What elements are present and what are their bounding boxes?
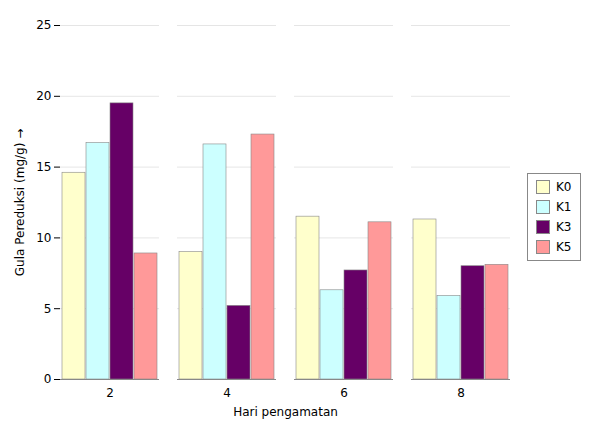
svg-text:25: 25	[36, 18, 51, 32]
svg-text:Gula Pereduksi (mg/g) →: Gula Pereduksi (mg/g) →	[13, 129, 27, 276]
svg-text:15: 15	[36, 160, 51, 174]
html-text:K5: K5	[556, 240, 572, 254]
svg-text:8: 8	[457, 386, 465, 400]
svg-text:20: 20	[36, 89, 51, 103]
svg-text:10: 10	[36, 231, 51, 245]
svg-text:2: 2	[106, 386, 114, 400]
html-text:K0: K0	[556, 180, 572, 194]
html-text:K3: K3	[556, 220, 572, 234]
html-text:K1: K1	[556, 200, 572, 214]
svg-text:4: 4	[223, 386, 231, 400]
svg-text:6: 6	[340, 386, 348, 400]
svg-text:Hari pengamatan: Hari pengamatan	[233, 405, 338, 419]
svg-text:0: 0	[44, 372, 52, 386]
svg-text:5: 5	[44, 302, 52, 316]
